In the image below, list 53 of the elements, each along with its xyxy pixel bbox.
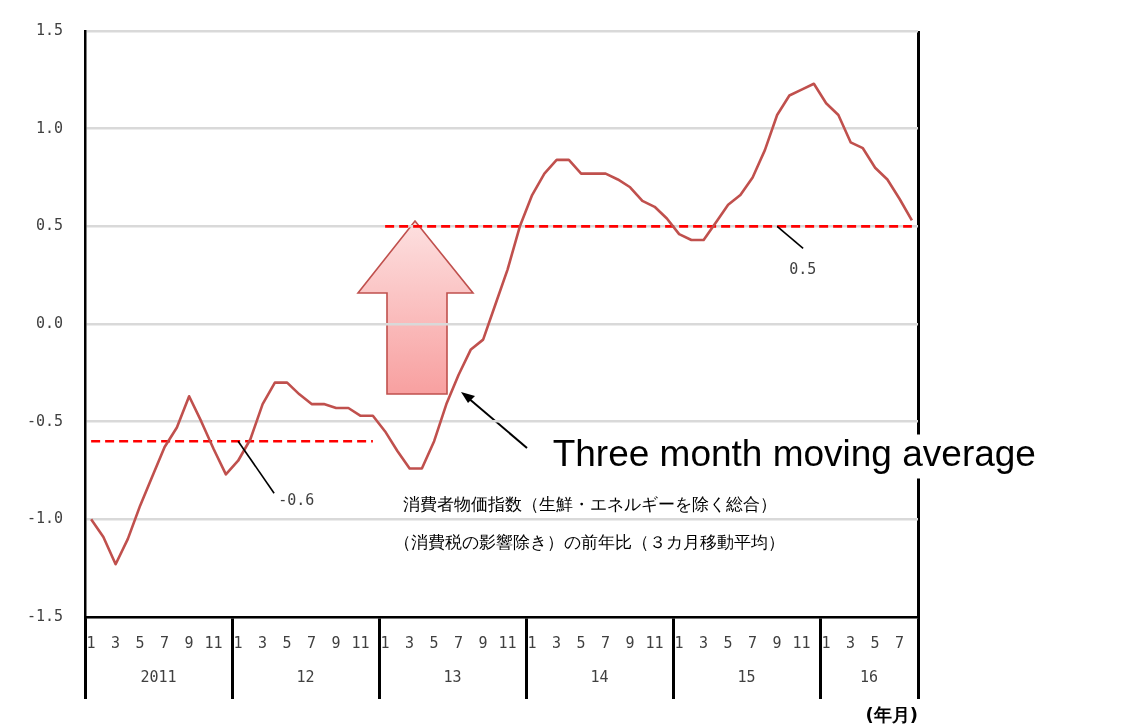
x-tick-label: 9 [478, 633, 488, 652]
annotation: （消費税の影響除き）の前年比（３カ月移動平均） [394, 532, 786, 553]
annotation: 消費者物価指数（生鮮・エネルギーを除く総合） [402, 494, 777, 515]
y-tick-label: -1.5 [26, 606, 63, 625]
x-tick-label: 5 [870, 633, 880, 652]
x-tick-label: 5 [282, 633, 292, 652]
annotation: 0.5 [789, 260, 817, 279]
x-axis-title: (年月) [865, 703, 918, 725]
x-tick-label: 7 [454, 633, 464, 652]
x-tick-label: 7 [601, 633, 611, 652]
x-tick-label: 3 [258, 633, 268, 652]
x-tick-label: 7 [307, 633, 317, 652]
annotation: Three month moving average [552, 433, 1036, 475]
x-tick-label: 11 [792, 633, 811, 652]
x-tick-label: 1 [233, 633, 243, 652]
x-tick-label: 3 [552, 633, 562, 652]
x2-tick-label: 16 [859, 667, 879, 686]
x-tick-label: 7 [160, 633, 170, 652]
y-tick-label: -0.5 [26, 411, 63, 430]
x-tick-label: 3 [846, 633, 856, 652]
x-tick-label: 9 [184, 633, 194, 652]
x-tick-label: 7 [895, 633, 905, 652]
y-tick-label: 1.5 [35, 20, 63, 39]
annotation: -0.6 [278, 491, 315, 510]
x2-tick-label: 15 [737, 667, 756, 686]
x-tick-label: 9 [625, 633, 635, 652]
x-tick-label: 1 [527, 633, 537, 652]
x-tick-label: 3 [111, 633, 121, 652]
x-tick-label: 1 [674, 633, 684, 652]
y-tick-label: 0.5 [35, 216, 63, 235]
x-tick-label: 1 [380, 633, 390, 652]
y-tick-label: 0.0 [35, 313, 63, 332]
x-tick-label: 11 [498, 633, 517, 652]
x-tick-label: 5 [429, 633, 439, 652]
y-tick-label: 1.0 [35, 118, 63, 137]
x2-tick-label: 12 [296, 667, 315, 686]
x-tick-label: 9 [331, 633, 341, 652]
x-tick-label: 1 [821, 633, 831, 652]
y-tick-label: -1.0 [26, 509, 63, 528]
x-tick-label: 11 [204, 633, 223, 652]
x-tick-label: 1 [86, 633, 96, 652]
x-tick-label: 11 [645, 633, 664, 652]
x-tick-label: 11 [351, 633, 370, 652]
x-tick-label: 7 [748, 633, 758, 652]
x-tick-label: 9 [772, 633, 782, 652]
x-tick-label: 3 [699, 633, 709, 652]
x-tick-label: 5 [135, 633, 145, 652]
x-tick-label: 3 [405, 633, 415, 652]
x2-tick-label: 13 [443, 667, 462, 686]
x2-tick-label: 2011 [140, 667, 177, 686]
x-tick-label: 5 [576, 633, 586, 652]
x2-tick-label: 14 [590, 667, 609, 686]
x-tick-label: 5 [723, 633, 733, 652]
